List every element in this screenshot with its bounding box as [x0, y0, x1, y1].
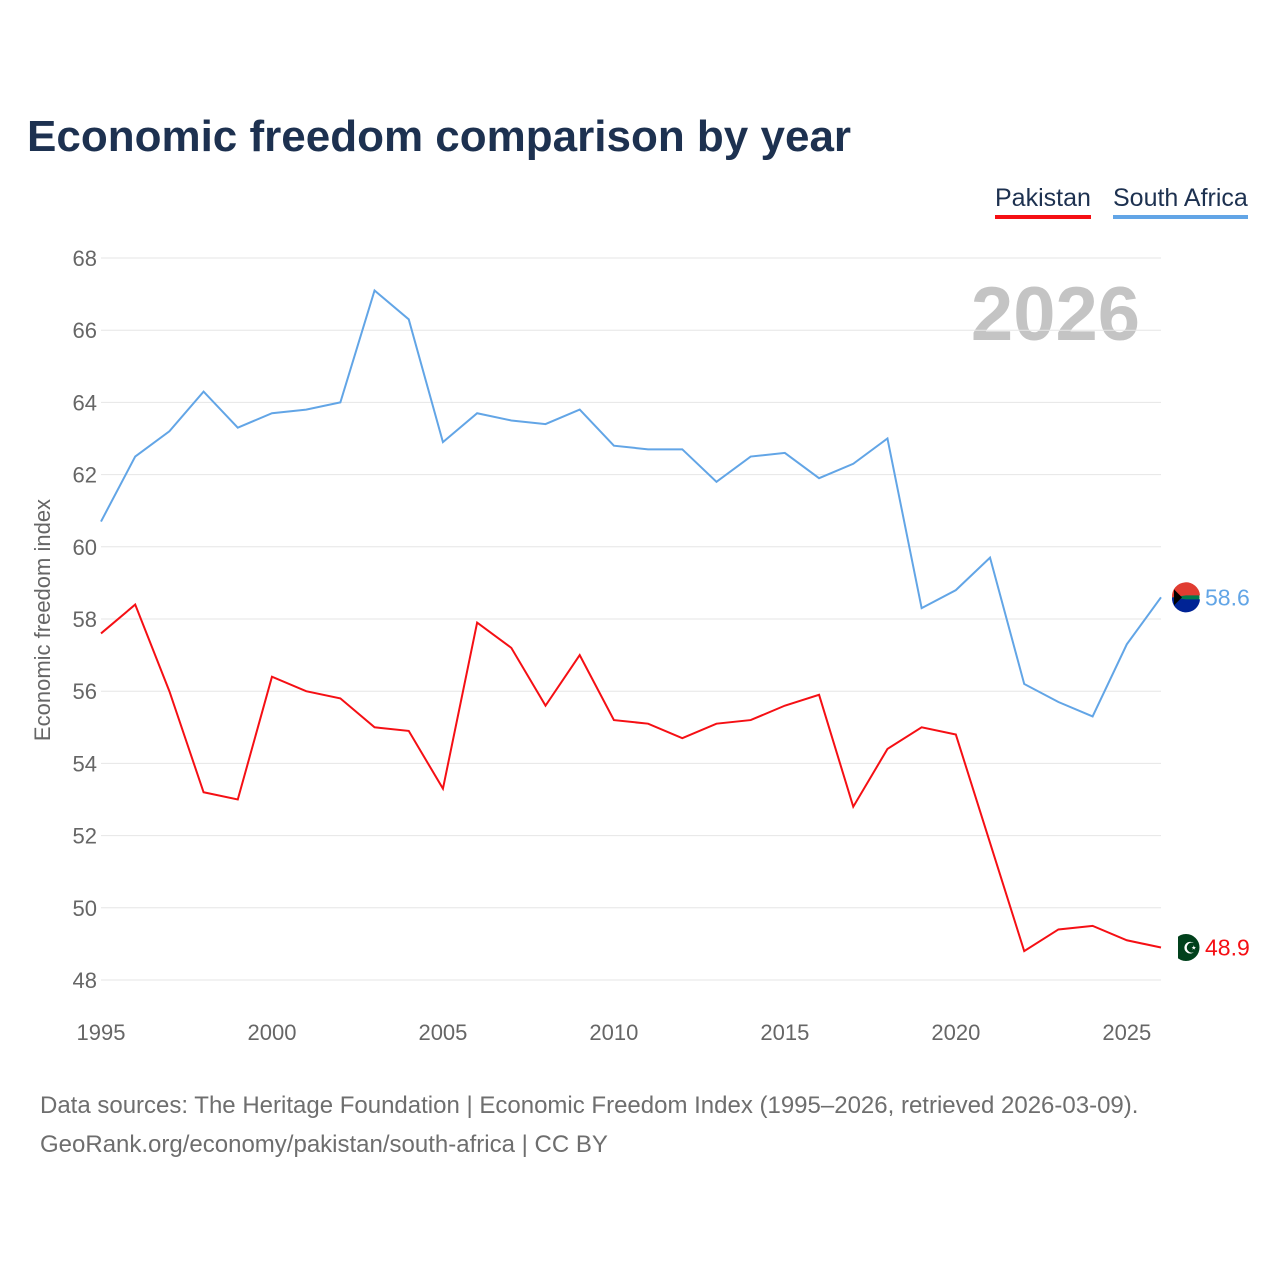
footer-sources: Data sources: The Heritage Foundation | …	[40, 1092, 1139, 1119]
x-tick-label: 2015	[760, 1020, 809, 1045]
series-line-south-africa	[100, 288, 1162, 718]
x-tick-label: 2000	[247, 1020, 296, 1045]
legend-south-africa[interactable]: South Africa	[1113, 184, 1248, 219]
y-tick-label: 64	[73, 390, 97, 415]
x-tick-label: 1995	[77, 1020, 126, 1045]
y-tick-label: 52	[73, 824, 97, 849]
flag-icon-crescent: ☪	[1183, 941, 1197, 958]
end-value-label: 48.9	[1205, 935, 1250, 961]
x-tick-label: 2025	[1102, 1020, 1151, 1045]
x-tick-label: 2010	[589, 1020, 638, 1045]
y-tick-label: 54	[73, 751, 97, 776]
y-tick-label: 56	[73, 679, 97, 704]
flag-icon-black	[1174, 589, 1182, 606]
y-axis-label: Economic freedom index	[30, 499, 55, 741]
y-tick-label: 62	[73, 463, 97, 488]
x-tick-label: 2005	[418, 1020, 467, 1045]
end-value-label: 58.6	[1205, 584, 1250, 610]
y-tick-label: 50	[73, 896, 97, 921]
flag-icon-blue	[1171, 597, 1200, 613]
x-tick-label: 2020	[931, 1020, 980, 1045]
y-tick-label: 60	[73, 535, 97, 560]
y-tick-label: 66	[73, 318, 97, 343]
flag-icon-red	[1171, 582, 1200, 598]
y-tick-label: 58	[73, 607, 97, 632]
footer: Data sources: The Heritage Foundation | …	[40, 1086, 1138, 1164]
chart-title: Economic freedom comparison by year	[27, 112, 852, 161]
series-line-pakistan	[100, 602, 1162, 953]
y-tick-label: 68	[73, 246, 97, 271]
legend-pakistan[interactable]: Pakistan	[995, 184, 1091, 219]
flag-icon-white	[1172, 933, 1178, 962]
footer-link[interactable]: GeoRank.org/economy/pakistan/south-afric…	[40, 1131, 608, 1158]
y-tick-label: 48	[73, 968, 97, 993]
year-watermark: 2026	[971, 272, 1140, 357]
